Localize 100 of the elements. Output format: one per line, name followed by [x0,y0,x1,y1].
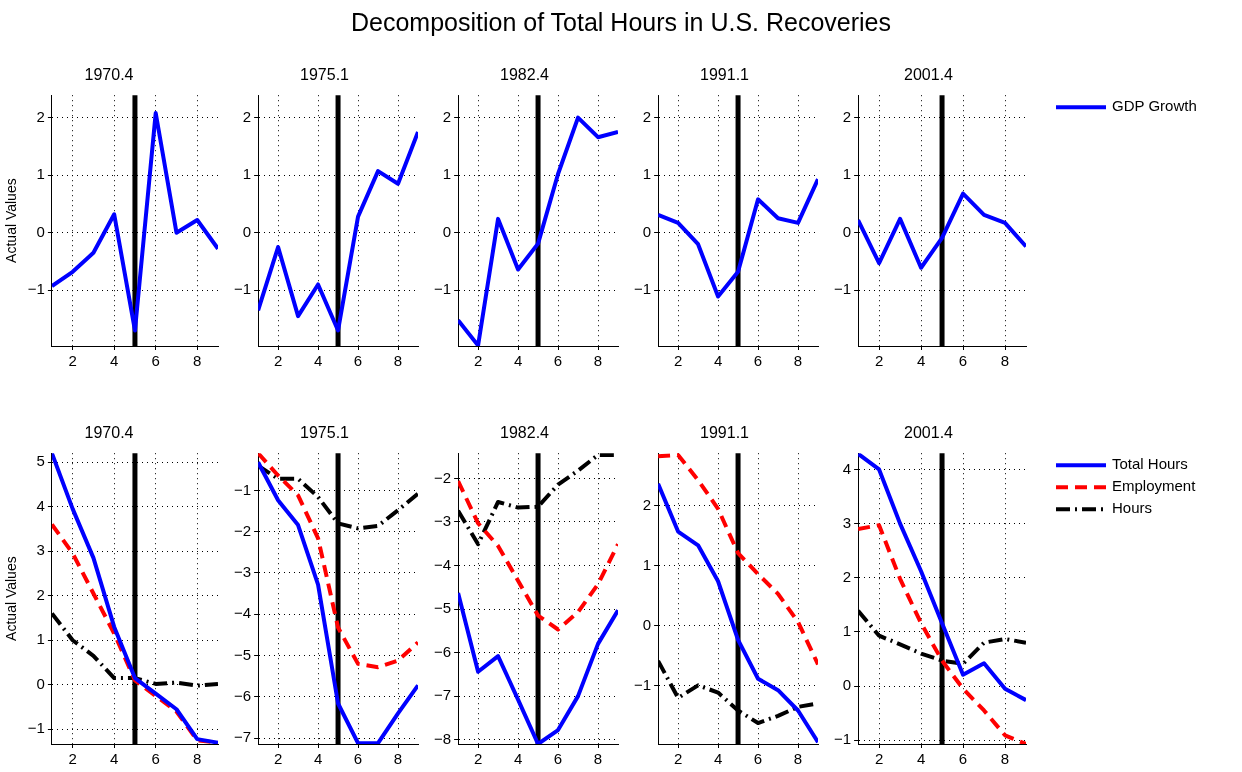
y-tick-label: 2 [242,107,252,125]
x-tick-label: 4 [713,352,723,370]
x-tick-label: 6 [151,352,160,370]
y-tick-label: −2 [233,521,252,539]
y-tick-label: −3 [433,512,452,530]
chart-title: 1991.1 [700,424,750,442]
chart-title: 2001.4 [904,66,954,84]
y-tick-label: −4 [233,604,252,622]
x-tick-label: 2 [473,750,483,768]
y-tick-label: −5 [433,599,452,617]
y-tick-label: 0 [842,222,852,240]
x-tick-label: 4 [110,352,119,370]
x-tick-label: 6 [958,750,968,768]
chart-title: 1975.1 [300,66,350,84]
y-tick-label: −1 [27,719,45,737]
y-axis-title: Actual Values [3,178,20,263]
x-tick-label: 8 [793,352,803,370]
x-tick-label: 6 [553,352,563,370]
legend-label: Total Hours [1112,455,1188,473]
x-tick-label: 8 [593,352,603,370]
y-tick-label: −1 [233,280,252,298]
chart-title: 1975.1 [300,424,350,442]
y-tick-label: 5 [36,452,45,470]
chart-title: 1982.4 [500,424,550,442]
y-axis-title: Actual Values [3,556,20,641]
y-tick-label: −1 [633,280,652,298]
y-tick-label: 1 [36,630,45,648]
x-tick-label: 8 [1000,352,1010,370]
x-tick-label: 2 [673,352,683,370]
y-tick-label: −1 [433,280,452,298]
y-tick-label: −1 [833,730,852,748]
y-tick-label: 2 [642,107,652,125]
y-tick-label: 0 [642,222,652,240]
x-tick-label: 6 [151,750,160,768]
x-tick-label: 4 [713,750,723,768]
y-tick-label: 1 [842,622,852,640]
legend-label: GDP Growth [1112,97,1197,115]
y-tick-label: −6 [433,642,452,660]
x-tick-label: 8 [393,750,403,768]
line-series [458,479,618,632]
y-tick-label: 2 [36,585,45,603]
x-tick-label: 4 [916,750,926,768]
y-tick-label: 2 [442,107,452,125]
x-tick-label: 2 [68,352,77,370]
chart-title: 1970.4 [84,424,134,442]
y-tick-label: 4 [36,496,45,514]
x-tick-label: 6 [958,352,968,370]
x-tick-label: 2 [473,352,483,370]
y-tick-label: −1 [233,480,252,498]
chart-title: 1970.4 [84,66,134,84]
x-tick-label: 4 [513,352,523,370]
y-tick-label: −5 [233,645,252,663]
x-tick-label: 4 [110,750,119,768]
y-tick-label: 0 [642,615,652,633]
x-tick-label: 8 [193,750,202,768]
y-tick-label: 3 [36,541,45,559]
y-tick-label: −1 [833,280,852,298]
y-tick-label: 1 [242,165,252,183]
legend-label: Hours [1112,499,1153,517]
y-tick-label: 2 [642,496,652,513]
x-tick-label: 2 [68,750,77,768]
x-tick-label: 6 [353,352,363,370]
y-tick-label: −7 [433,686,452,704]
x-tick-label: 4 [513,750,523,768]
x-tick-label: 8 [793,750,803,768]
chart-title: 1991.1 [700,66,750,84]
x-tick-label: 2 [874,352,884,370]
x-tick-label: 6 [753,750,763,768]
x-tick-label: 8 [393,352,403,370]
y-tick-label: 0 [842,676,852,694]
x-tick-label: 8 [1000,750,1010,768]
chart-title: 2001.4 [904,424,954,442]
y-tick-label: 0 [36,222,45,240]
x-tick-label: 6 [553,750,563,768]
x-tick-label: 2 [273,750,283,768]
text: Decomposition of Total Hours in U.S. Recoveries [349,8,893,37]
y-tick-label: −2 [433,468,452,486]
y-tick-label: −8 [433,729,452,747]
x-tick-label: 6 [353,750,363,768]
x-tick-label: 8 [593,750,603,768]
x-tick-label: 8 [193,352,202,370]
y-tick-label: 2 [842,567,852,585]
y-tick-label: 1 [842,165,852,183]
y-tick-label: −6 [233,687,252,705]
y-tick-label: 2 [36,107,45,125]
x-tick-label: 4 [313,352,323,370]
y-tick-label: −4 [433,555,452,573]
line-series [658,453,818,667]
y-tick-label: 1 [642,555,652,573]
y-tick-label: 0 [442,222,452,240]
y-tick-label: 0 [36,674,45,692]
y-tick-label: 3 [842,513,852,531]
y-tick-label: 4 [842,459,852,477]
x-tick-label: 6 [753,352,763,370]
y-tick-label: 1 [36,165,45,183]
x-tick-label: 2 [874,750,884,768]
x-tick-label: 2 [273,352,283,370]
x-tick-label: 4 [916,352,926,370]
y-tick-label: 1 [642,165,652,183]
y-tick-label: −1 [633,675,652,693]
